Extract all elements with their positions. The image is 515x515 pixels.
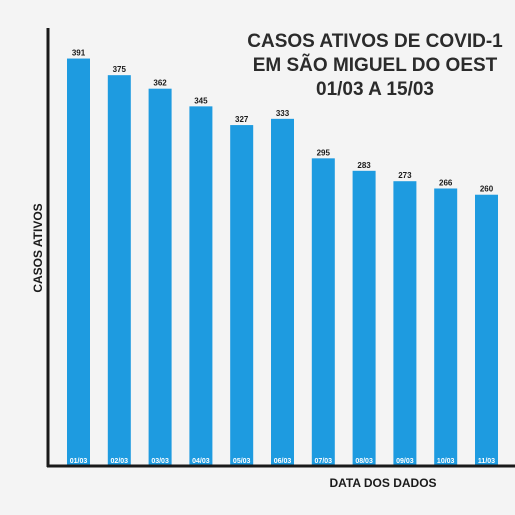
bar-03-03: [148, 88, 172, 466]
bar-value-label: 295: [317, 148, 331, 157]
x-tick-label: 05/03: [233, 458, 251, 465]
chart-title-line-3: 01/03 A 15/03: [316, 79, 434, 100]
bar-08-03: [352, 170, 376, 465]
bar-value-label: 333: [276, 109, 290, 118]
bar-value-label: 260: [480, 185, 494, 194]
bar-value-label: 345: [194, 96, 208, 105]
x-tick-label: 06/03: [274, 458, 292, 465]
bar-07-03: [311, 158, 335, 465]
bar-value-label: 391: [72, 49, 86, 58]
bar-06-03: [271, 118, 294, 465]
bar-value-label: 266: [439, 178, 453, 187]
x-tick-label: 11/03: [478, 458, 495, 465]
x-tick-label: 03/03: [151, 458, 169, 465]
x-tick-label: 08/03: [355, 458, 373, 465]
bar-10-03: [434, 188, 458, 466]
x-tick-label: 02/03: [111, 458, 129, 465]
bar-value-label: 362: [153, 79, 167, 88]
x-axis-title: DATA DOS DADOS: [329, 476, 436, 490]
bars-layer: 391 01/03 375 02/03 362 03/03 345 04/03 327 05/03…: [67, 49, 498, 466]
x-tick-label: 09/03: [396, 458, 414, 465]
bar-value-label: 283: [357, 161, 371, 170]
bar-05-03: [230, 125, 254, 466]
bar-01-03: [67, 58, 90, 465]
x-tick-label: 10/03: [437, 458, 455, 465]
bar-11-03: [475, 194, 498, 465]
bar-09-03: [393, 181, 417, 465]
chart-title-line-2: EM SÃO MIGUEL DO OEST: [253, 54, 498, 76]
y-axis-title: CASOS ATIVOS: [31, 203, 45, 292]
x-tick-label: 07/03: [315, 458, 333, 465]
x-tick-label: 04/03: [192, 458, 210, 465]
chart-title-line-1: CASOS ATIVOS DE COVID-1: [247, 31, 503, 52]
bar-04-03: [189, 106, 213, 465]
bar-value-label: 327: [235, 115, 249, 124]
bar-02-03: [107, 75, 131, 466]
bar-value-label: 273: [398, 171, 412, 180]
x-tick-label: 01/03: [70, 458, 88, 465]
bar-value-label: 375: [113, 65, 127, 74]
